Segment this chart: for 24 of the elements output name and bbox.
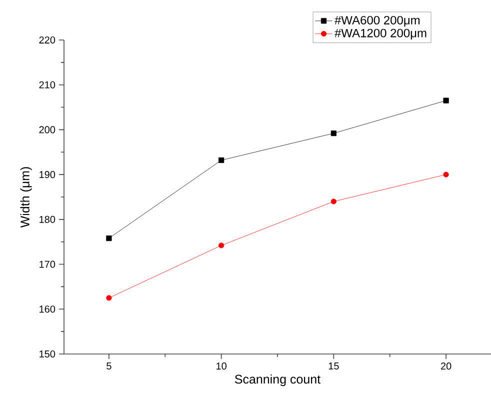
x-tick-label: 5 xyxy=(106,362,112,370)
y-tick-label: 150 xyxy=(40,350,56,358)
point xyxy=(218,157,224,164)
legend-label: #WA600 200μm xyxy=(334,16,420,27)
x-axis-title: Scanning count xyxy=(234,374,320,386)
point xyxy=(218,242,224,248)
point xyxy=(330,130,336,136)
point xyxy=(106,235,112,242)
y-tick-label: 200 xyxy=(39,126,56,134)
point xyxy=(330,198,336,204)
y-tick-label: 160 xyxy=(40,306,56,313)
y-tick-label: 180 xyxy=(40,216,56,223)
y-tick-label: 210 xyxy=(39,81,56,88)
x-tick-label: 20 xyxy=(440,362,452,370)
y-axis-title: Width (μm) xyxy=(20,167,32,228)
y-tick-label: 190 xyxy=(40,171,56,178)
legend-label: #WA1200 200μm xyxy=(334,28,426,40)
y-tick-label: 220 xyxy=(39,36,56,44)
point xyxy=(106,295,112,301)
point xyxy=(443,172,449,178)
x-tick-label: 15 xyxy=(328,362,339,370)
x-tick-label: 10 xyxy=(216,362,226,370)
y-tick-label: 170 xyxy=(40,260,56,268)
point xyxy=(443,98,449,104)
